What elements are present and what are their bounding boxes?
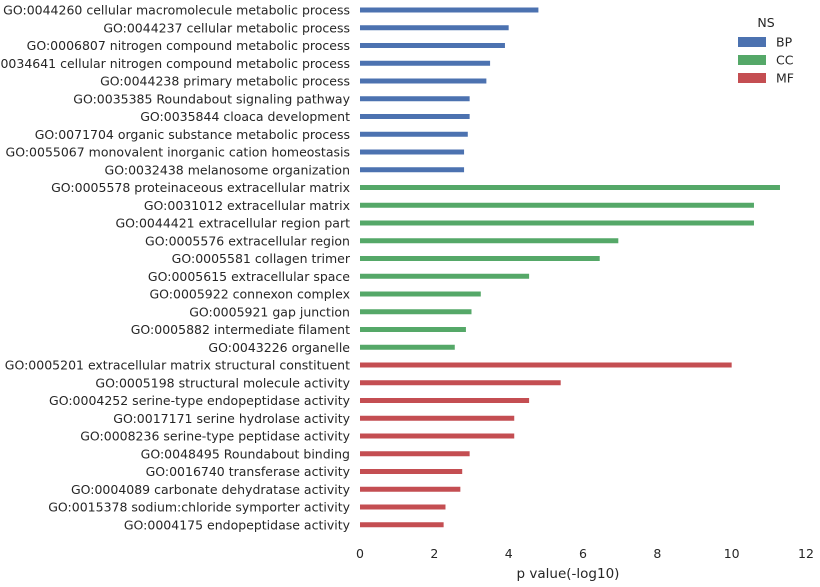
x-tick-label: 2 <box>430 546 438 561</box>
bar-bp <box>360 131 468 137</box>
bar-cc <box>360 309 472 315</box>
category-label: GO:0005578 proteinaceous extracellular m… <box>51 180 350 195</box>
bar-bp <box>360 167 465 173</box>
category-label: GO:0005882 intermediate filament <box>131 322 350 337</box>
category-label: GO:0004252 serine-type endopeptidase act… <box>49 393 351 408</box>
category-label: GO:0048495 Roundabout binding <box>141 446 350 461</box>
bar-mf <box>360 380 561 386</box>
bar-cc <box>360 185 780 190</box>
category-label: GO:0016740 transferase activity <box>146 464 351 479</box>
bar-mf <box>360 486 461 492</box>
legend-label-mf: MF <box>776 71 794 86</box>
legend-entries: BP CC MF <box>738 35 794 86</box>
category-label: GO:0055067 monovalent inorganic cation h… <box>6 145 350 160</box>
bar-mf <box>360 433 515 439</box>
x-tick-label: 8 <box>653 546 661 561</box>
category-label: GO:0005921 gap junction <box>189 304 350 319</box>
bar-cc <box>360 238 619 244</box>
bar-bp <box>360 7 539 13</box>
x-tick-label: 10 <box>724 546 740 561</box>
x-tick-label: 0 <box>356 546 364 561</box>
category-label: GO:0006807 nitrogen compound metabolic p… <box>27 38 350 53</box>
bar-bp <box>360 43 505 48</box>
category-label: GO:0044421 extracellular region part <box>115 216 350 231</box>
category-label: GO:0005198 structural molecule activity <box>95 375 350 390</box>
category-label: GO:0043226 organelle <box>208 340 350 355</box>
bar-mf <box>360 469 463 474</box>
bar-bp <box>360 114 470 119</box>
category-label: GO:0017171 serine hydrolase activity <box>113 411 350 426</box>
category-label: GO:0015378 sodium:chloride symporter act… <box>48 500 350 515</box>
legend-title: NS <box>757 15 774 30</box>
bar-mf <box>360 362 732 368</box>
category-label: GO:0004175 endopeptidase activity <box>124 517 351 532</box>
bar-mf <box>360 398 530 403</box>
bar-mf <box>360 451 470 457</box>
bar-cc <box>360 273 530 279</box>
category-label: GO:0044237 cellular metabolic process <box>103 20 350 35</box>
category-label: GO:0005922 connexon complex <box>149 287 350 302</box>
bar-bp <box>360 78 487 84</box>
category-label: GO:0032438 melanosome organization <box>105 162 350 177</box>
x-tick-label: 6 <box>579 546 587 561</box>
bar-mf <box>360 415 515 421</box>
category-label: GO:0005201 extracellular matrix structur… <box>5 358 350 373</box>
legend-swatch-bp <box>738 37 766 47</box>
x-tick-label: 4 <box>505 546 513 561</box>
bar-bp <box>360 96 470 102</box>
legend-swatch-mf <box>738 73 766 83</box>
bar-bp <box>360 149 465 155</box>
x-tick-label: 12 <box>798 546 814 561</box>
category-label: GO:0044238 primary metabolic process <box>100 74 350 89</box>
category-label: GO:0034641 cellular nitrogen compound me… <box>0 56 350 71</box>
category-label: GO:0005615 extracellular space <box>148 269 350 284</box>
legend-label-cc: CC <box>776 53 794 68</box>
category-label: GO:0035844 cloaca development <box>140 109 350 124</box>
category-label: GO:0035385 Roundabout signaling pathway <box>73 91 350 106</box>
category-label: GO:0005581 collagen trimer <box>172 251 351 266</box>
bar-mf <box>360 504 446 510</box>
bar-cc <box>360 344 455 350</box>
category-label: GO:0071704 organic substance metabolic p… <box>35 127 350 142</box>
bar-mf <box>360 522 444 528</box>
legend-label-bp: BP <box>776 35 793 50</box>
category-labels: GO:0044260 cellular macromolecule metabo… <box>0 3 351 533</box>
bar-bp <box>360 60 491 66</box>
bar-cc <box>360 256 600 261</box>
category-label: GO:0004089 carbonate dehydratase activit… <box>71 482 351 497</box>
bar-cc <box>360 291 481 297</box>
bar-cc <box>360 220 754 226</box>
legend: NS BP CC MF <box>738 15 794 86</box>
category-label: GO:0008236 serine-type peptidase activit… <box>80 429 350 444</box>
bar-cc <box>360 327 466 332</box>
bars-layer <box>360 7 780 528</box>
category-label: GO:0005576 extracellular region <box>145 233 350 248</box>
bar-cc <box>360 202 754 208</box>
bar-bp <box>360 25 509 31</box>
category-label: GO:0044260 cellular macromolecule metabo… <box>3 3 350 18</box>
x-axis-ticks: 0 2 4 6 8 10 12 <box>356 546 814 561</box>
category-label: GO:0031012 extracellular matrix <box>144 198 350 213</box>
x-axis-label: p value(-log10) <box>517 566 620 582</box>
legend-swatch-cc <box>738 55 766 65</box>
